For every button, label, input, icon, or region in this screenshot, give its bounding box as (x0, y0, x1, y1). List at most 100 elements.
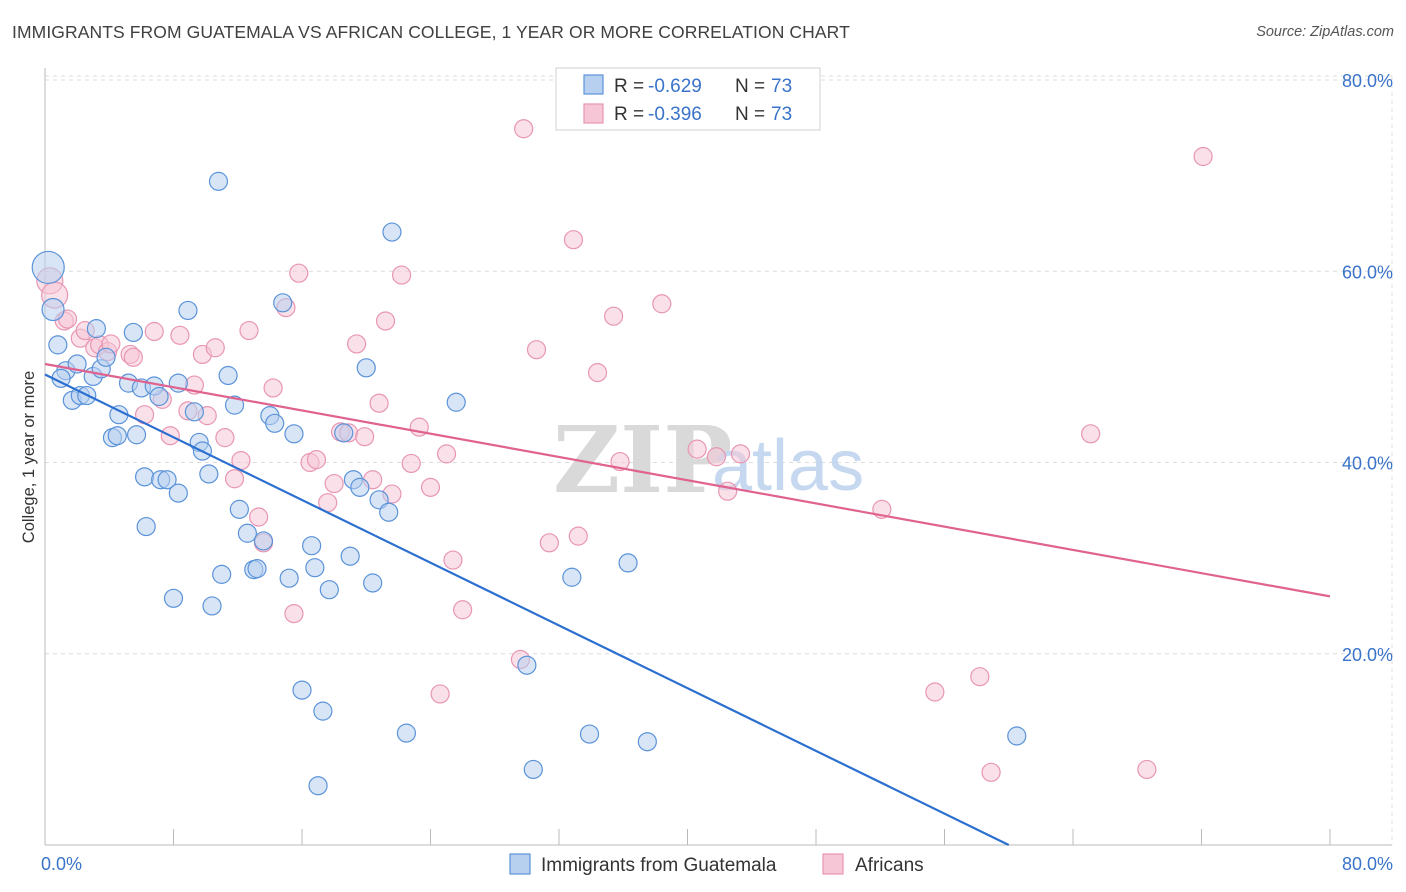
guatemala-point (86, 319, 107, 339)
guatemala-point (149, 386, 169, 407)
guatemala-point (523, 759, 543, 780)
guatemala-point (134, 467, 155, 487)
guatemala-point (123, 322, 143, 343)
guatemala-point (96, 347, 116, 367)
africans-point (1193, 146, 1213, 167)
legend-r-value-2: -0.396 (648, 104, 702, 125)
africans-point (730, 444, 751, 464)
africans-point (215, 428, 235, 448)
y-tick-labels: 20.0% 40.0% 60.0% 80.0% (1342, 71, 1393, 665)
guatemala-point (178, 300, 198, 321)
guatemala-point (382, 222, 402, 242)
africans-point (526, 340, 547, 360)
guatemala-point (302, 536, 322, 556)
guatemala-point (31, 250, 65, 285)
guatemala-point (208, 171, 229, 191)
africans-point (687, 439, 707, 459)
legend-n-value-2: 73 (771, 104, 792, 125)
bottom-legend-swatch-blue (509, 853, 531, 875)
africans-point (430, 684, 450, 704)
y-tick-label: 40.0% (1342, 454, 1393, 474)
africans-trend-line (44, 362, 1331, 598)
bottom-legend-label-africans: Africans (855, 855, 924, 876)
guatemala-point (284, 424, 304, 444)
legend-r-value-1: -0.629 (648, 76, 702, 97)
guatemala-point (356, 358, 376, 378)
legend-swatch-blue (583, 74, 604, 95)
guatemala-point (379, 502, 399, 522)
africans-point (263, 378, 283, 398)
africans-points (36, 119, 1213, 782)
guatemala-point (218, 365, 238, 386)
legend-n-label-2: N = (735, 104, 765, 125)
guatemala-point (41, 297, 65, 322)
africans-point (420, 477, 441, 497)
guatemala-point (229, 499, 249, 519)
guatemala-points (31, 171, 1027, 796)
watermark-zip: ZIP (553, 406, 732, 514)
africans-point (436, 444, 457, 464)
africans-point (123, 347, 143, 367)
guatemala-point (579, 724, 600, 744)
africans-point (391, 265, 412, 285)
africans-point (205, 338, 225, 358)
africans-point (289, 263, 309, 283)
africans-point (144, 321, 164, 342)
guatemala-point (396, 723, 417, 743)
africans-point (224, 469, 245, 489)
guatemala-point (199, 464, 219, 484)
x-tick-label: 80.0% (1342, 854, 1393, 874)
guatemala-point (273, 293, 293, 313)
chart-title: IMMIGRANTS FROM GUATEMALA VS AFRICAN COL… (12, 22, 850, 42)
africans-point (587, 363, 608, 383)
guatemala-point (168, 483, 188, 503)
guatemala-point (126, 425, 147, 445)
bottom-legend-label-guatemala: Immigrants from Guatemala (541, 855, 777, 876)
legend-n-label-1: N = (735, 76, 765, 97)
legend-n-value-1: 73 (771, 76, 792, 97)
y-tick-label: 20.0% (1342, 645, 1393, 665)
guatemala-point (637, 732, 657, 752)
africans-point (610, 451, 630, 472)
africans-point (284, 603, 304, 624)
africans-point (925, 682, 945, 702)
bottom-legend: Immigrants from Guatemala Africans (509, 853, 924, 876)
africans-point (970, 667, 990, 687)
guatemala-point (157, 470, 177, 490)
africans-point (443, 550, 463, 570)
y-tick-label: 60.0% (1342, 262, 1393, 282)
source-credit: Source: ZipAtlas.com (1256, 24, 1394, 40)
guatemala-point (319, 580, 339, 600)
guatemala-point (247, 559, 267, 579)
guatemala-point (253, 531, 274, 551)
trend-lines (44, 362, 1331, 846)
axes (44, 68, 1392, 846)
africans-point (539, 533, 559, 553)
africans-point (170, 325, 190, 345)
guatemala-point (1007, 726, 1027, 746)
africans-point (1081, 424, 1101, 444)
guatemala-point (48, 335, 68, 355)
guatemala-point (618, 553, 638, 573)
legend-swatch-pink (583, 103, 604, 124)
africans-point (375, 311, 396, 331)
guatemala-point (313, 701, 333, 721)
guatemala-point (334, 423, 354, 443)
guatemala-point (202, 596, 222, 616)
africans-point (718, 481, 738, 501)
watermark-atlas: atlas (712, 426, 864, 506)
guatemala-point (107, 426, 127, 446)
guatemala-point (212, 564, 232, 584)
legend-box: R = -0.629 N = 73 R = -0.396 N = 73 (555, 67, 821, 131)
x-tick-label: 0.0% (41, 854, 82, 874)
africans-point (355, 427, 375, 447)
guatemala-point (308, 776, 328, 796)
africans-point (563, 230, 584, 250)
legend-r-label-1: R = (614, 76, 644, 97)
africans-point (604, 306, 624, 326)
x-tick-labels: 0.0% 80.0% (41, 854, 1393, 874)
guatemala-point (237, 523, 257, 543)
guatemala-point (350, 477, 370, 497)
legend-r-label-2: R = (614, 104, 644, 125)
